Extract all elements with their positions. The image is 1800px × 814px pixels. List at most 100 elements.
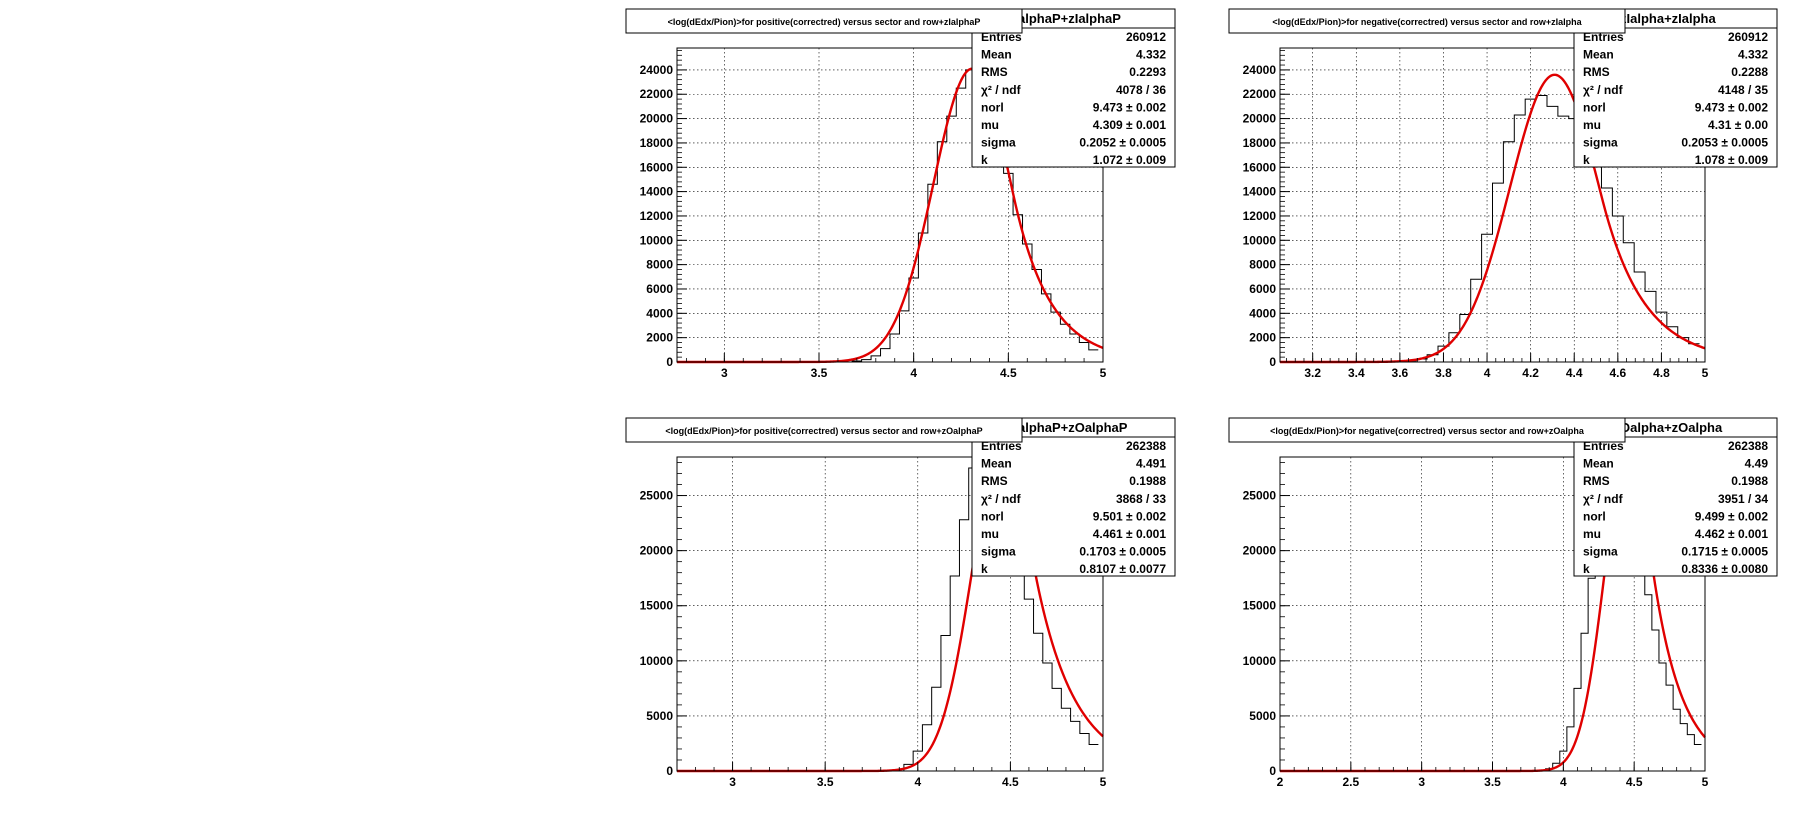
x-tick-label: 5 (1100, 775, 1107, 789)
y-tick-label: 8000 (646, 258, 673, 272)
chart-title: <log(dEdx/Pion)>for negative(correctred)… (1272, 17, 1582, 27)
stats-value: 0.1703 ± 0.0005 (1079, 545, 1166, 559)
y-tick-label: 5000 (1249, 709, 1276, 723)
stats-label: Mean (1583, 48, 1614, 62)
stats-label: χ² / ndf (981, 492, 1022, 506)
x-tick-label: 4.5 (1002, 775, 1019, 789)
stats-value: 4.332 (1136, 48, 1166, 62)
stats-label: norl (981, 100, 1004, 114)
plot-frame (1279, 47, 1706, 363)
x-tick-label: 2.5 (1342, 775, 1359, 789)
stats-name: alphaP+zIalphaP (1018, 11, 1121, 26)
x-tick-label: 4.5 (1626, 775, 1643, 789)
stats-value: 0.1988 (1731, 474, 1768, 488)
stats-label: χ² / ndf (981, 83, 1022, 97)
stats-value: 0.2293 (1129, 65, 1166, 79)
stats-label: χ² / ndf (1583, 83, 1624, 97)
stats-value: 9.473 ± 0.002 (1695, 100, 1769, 114)
y-tick-label: 8000 (1249, 258, 1276, 272)
stats-box (971, 8, 1176, 168)
plot-frame (676, 47, 1104, 363)
x-tick-label: 4 (1560, 775, 1567, 789)
x-tick-label: 5 (1100, 366, 1107, 380)
x-tick-label: 2 (1277, 775, 1284, 789)
y-tick-label: 24000 (640, 63, 674, 77)
x-tick-label: 3.5 (1484, 775, 1501, 789)
plot-frame (676, 456, 1104, 772)
y-tick-label: 22000 (640, 87, 674, 101)
x-tick-label: 3.5 (811, 366, 828, 380)
chart-title: <log(dEdx/Pion)>for positive(correctred)… (668, 17, 981, 27)
stats-label: Mean (981, 48, 1012, 62)
stats-label: sigma (1583, 136, 1618, 150)
y-tick-label: 12000 (640, 209, 674, 223)
x-tick-label: 4 (1484, 366, 1491, 380)
x-tick-label: 3.2 (1304, 366, 1321, 380)
stats-value: 4078 / 36 (1116, 83, 1166, 97)
y-tick-label: 10000 (640, 233, 674, 247)
stats-label: χ² / ndf (1583, 492, 1624, 506)
stats-label: mu (1583, 527, 1601, 541)
chart-title: <log(dEdx/Pion)>for negative(correctred)… (1270, 426, 1585, 436)
title-box (1228, 417, 1626, 443)
x-tick-label: 4.4 (1566, 366, 1583, 380)
x-tick-label: 4.8 (1653, 366, 1670, 380)
stats-value: 3868 / 33 (1116, 492, 1166, 506)
y-tick-label: 2000 (1249, 331, 1276, 345)
stats-box (1573, 417, 1778, 577)
stats-label: k (1583, 153, 1590, 167)
stats-value: 9.473 ± 0.002 (1093, 100, 1167, 114)
y-tick-label: 0 (1269, 355, 1276, 369)
stats-label: norl (1583, 100, 1606, 114)
stats-box (971, 417, 1176, 577)
stats-value: 260912 (1728, 30, 1768, 44)
stats-value: 260912 (1126, 30, 1166, 44)
histogram-panel-1: 3 3.5 4 4.5 5 0 2000 4000 6000 8000 10000 12000 1400… (625, 8, 1176, 380)
stats-value: 4.309 ± 0.001 (1093, 118, 1167, 132)
stats-label: RMS (981, 474, 1008, 488)
x-tick-label: 4 (914, 775, 921, 789)
stats-value: 1.078 ± 0.009 (1695, 153, 1769, 167)
x-tick-label: 3.8 (1435, 366, 1452, 380)
stats-value: 9.499 ± 0.002 (1695, 509, 1769, 523)
y-tick-label: 16000 (640, 160, 674, 174)
y-tick-label: 10000 (640, 654, 674, 668)
y-tick-label: 4000 (1249, 306, 1276, 320)
stats-label: Mean (981, 457, 1012, 471)
stats-value: 1.072 ± 0.009 (1093, 153, 1167, 167)
y-tick-label: 20000 (1243, 112, 1277, 126)
stats-value: 262388 (1728, 439, 1768, 453)
stats-value: 0.2052 ± 0.0005 (1079, 136, 1166, 150)
stats-value: 0.1988 (1129, 474, 1166, 488)
x-tick-label: 4.5 (1000, 366, 1017, 380)
y-tick-label: 14000 (1243, 185, 1277, 199)
stats-label: Mean (1583, 457, 1614, 471)
y-tick-label: 2000 (646, 331, 673, 345)
stats-value: 3951 / 34 (1718, 492, 1768, 506)
stats-label: norl (1583, 509, 1606, 523)
x-tick-label: 5 (1702, 775, 1709, 789)
y-tick-label: 22000 (1243, 87, 1277, 101)
x-tick-label: 3.5 (817, 775, 834, 789)
y-tick-label: 20000 (640, 112, 674, 126)
y-tick-label: 24000 (1243, 63, 1277, 77)
y-tick-label: 15000 (640, 599, 674, 613)
stats-value: 0.8107 ± 0.0077 (1079, 562, 1166, 576)
x-tick-label: 4.2 (1522, 366, 1539, 380)
stats-label: RMS (1583, 65, 1610, 79)
histogram-panel-4: 2 2.5 3 3.5 4 4.5 5 0 5000 10000 15000 20000 25000 Oa… (1228, 417, 1778, 789)
stats-value: 4.461 ± 0.001 (1093, 527, 1167, 541)
y-tick-label: 10000 (1243, 233, 1277, 247)
y-tick-label: 20000 (640, 544, 674, 558)
x-tick-label: 3 (721, 366, 728, 380)
stats-box (1573, 8, 1778, 168)
x-tick-label: 3 (729, 775, 736, 789)
x-tick-label: 4 (910, 366, 917, 380)
stats-value: 4.491 (1136, 457, 1166, 471)
stats-label: k (1583, 562, 1590, 576)
stats-value: 4.462 ± 0.001 (1695, 527, 1769, 541)
stats-value: 262388 (1126, 439, 1166, 453)
y-tick-label: 18000 (1243, 136, 1277, 150)
y-tick-label: 25000 (1243, 489, 1277, 503)
